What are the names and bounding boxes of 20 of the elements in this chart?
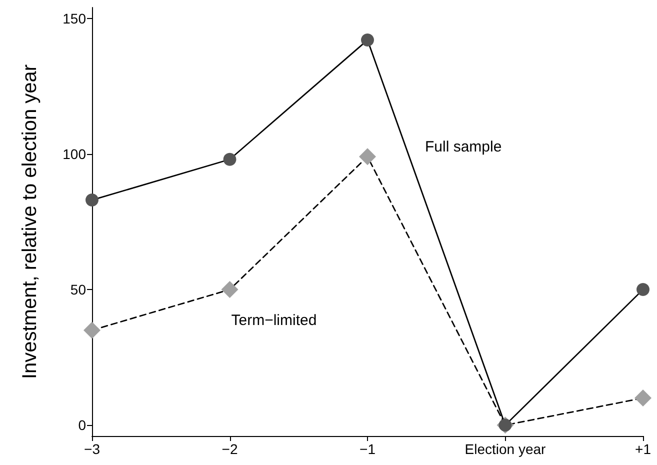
x-tick-label: −2 bbox=[222, 441, 238, 457]
x-tick-label: Election year bbox=[464, 441, 546, 457]
series-label: Term−limited bbox=[231, 312, 317, 330]
point bbox=[361, 34, 374, 47]
point bbox=[359, 148, 376, 166]
x-tick-label: −3 bbox=[84, 441, 100, 457]
x-tick-label: +1 bbox=[635, 441, 652, 457]
point bbox=[86, 194, 98, 207]
y-tick-label: 150 bbox=[62, 10, 86, 26]
y-axis-title: Investment, relative to election year bbox=[19, 64, 41, 380]
y-tick-label: 0 bbox=[78, 417, 86, 434]
point bbox=[634, 390, 652, 407]
series-label: Full sample bbox=[425, 138, 502, 156]
x-tick-label: −1 bbox=[360, 441, 376, 457]
point bbox=[221, 281, 238, 298]
point bbox=[636, 283, 650, 296]
point bbox=[223, 152, 236, 166]
y-tick-label: 100 bbox=[62, 146, 86, 162]
point bbox=[84, 322, 100, 339]
y-tick-label: 50 bbox=[70, 282, 86, 298]
